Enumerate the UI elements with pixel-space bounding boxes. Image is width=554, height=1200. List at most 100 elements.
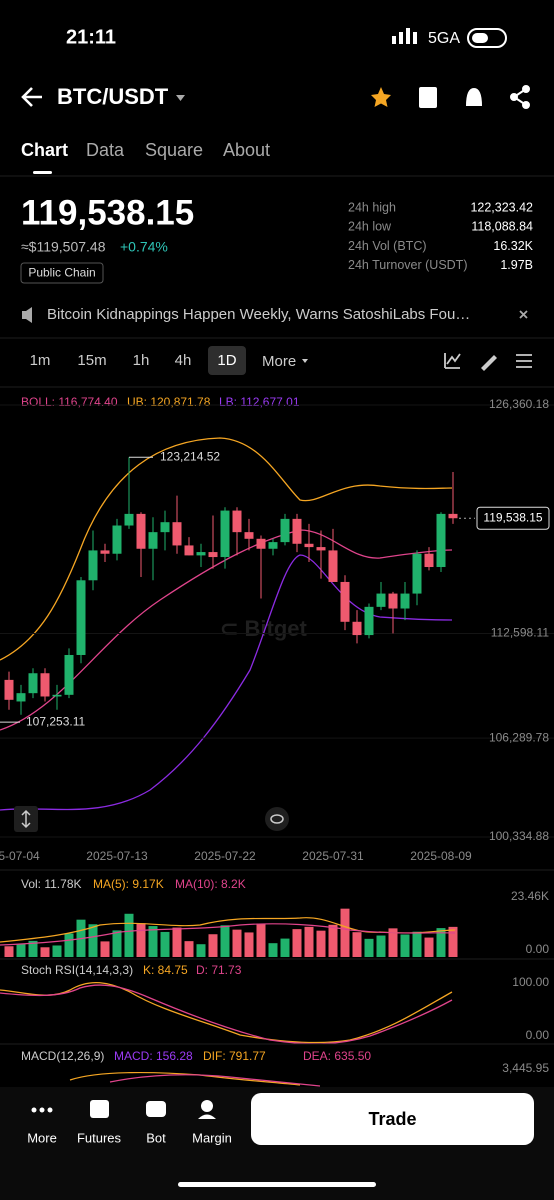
ub-label: UB: 120,871.78 [127, 395, 211, 409]
draw-icon[interactable] [481, 355, 497, 371]
volume-bar [376, 935, 386, 957]
x-tick-label: 2025-08-09 [410, 849, 472, 863]
vol-ma10 [0, 923, 456, 946]
candle-body [148, 532, 158, 549]
macd-tick: 3,445.95 [502, 1061, 549, 1075]
tab-indicator [33, 171, 52, 174]
candle-body [88, 550, 98, 581]
stat-value: 122,323.42 [470, 200, 533, 214]
stat-value: 118,088.84 [471, 220, 533, 234]
volume-bar [112, 930, 122, 957]
stoch-k: K: 84.75 [143, 963, 188, 977]
watermark: ⊂ Bitget [220, 616, 308, 641]
nav-label[interactable]: Bot [146, 1130, 166, 1145]
volume-bar [16, 943, 26, 957]
macd-value: MACD: 156.28 [114, 1049, 193, 1063]
volume-bar [100, 941, 110, 957]
alert-icon[interactable] [466, 88, 482, 106]
candle-body [184, 545, 194, 556]
usd-price: ≈$119,507.48 [21, 239, 106, 255]
chart-type-icon[interactable] [444, 353, 461, 369]
annotation: 123,214.52 [160, 449, 220, 463]
close-news[interactable] [519, 310, 528, 319]
y-tick-label: 126,360.18 [489, 397, 549, 411]
more-icon[interactable] [31, 1107, 53, 1113]
candle-body [136, 513, 146, 549]
visibility-button[interactable] [265, 807, 289, 831]
y-tick-label: 106,289.78 [489, 730, 549, 744]
trade-button[interactable] [251, 1093, 534, 1145]
nav-label[interactable]: Futures [77, 1130, 122, 1145]
macd-dif: DIF: 791.77 [203, 1049, 266, 1063]
interval[interactable]: 1m [30, 352, 51, 369]
pair-title[interactable]: BTC/USDT [57, 84, 169, 109]
vol-tick-label: 0.00 [526, 942, 550, 956]
stat-label: 24h high [348, 200, 396, 214]
interval[interactable]: 15m [77, 352, 106, 369]
volume-bar [184, 941, 194, 957]
stat-value: 16.32K [493, 239, 533, 253]
volume-bar [256, 923, 266, 957]
badge [20, 262, 104, 284]
nav-label[interactable]: Margin [192, 1130, 232, 1145]
interval[interactable]: 1D [217, 352, 236, 369]
stat-label: 24h low [348, 220, 392, 234]
candle-body [100, 550, 110, 554]
candle-body [76, 580, 86, 655]
candle-body [292, 518, 302, 544]
interval[interactable]: 1h [133, 352, 150, 369]
tab[interactable]: Chart [21, 140, 68, 160]
volume-bar [268, 943, 278, 957]
more-caret[interactable] [302, 359, 308, 363]
candle-body [160, 522, 170, 533]
candle-body [124, 513, 134, 526]
volume-bar [292, 929, 302, 957]
favorite-icon[interactable] [371, 87, 391, 107]
candle-body [424, 553, 434, 568]
badge-text: Public Chain [28, 266, 95, 280]
bot-icon[interactable] [146, 1101, 166, 1117]
candle-body [4, 679, 14, 700]
volume-bar [88, 924, 98, 957]
candle-body [268, 542, 278, 549]
interval[interactable]: 4h [175, 352, 192, 369]
volume-bar [232, 929, 242, 957]
candle-body [280, 518, 290, 543]
stoch-label: Stoch RSI(14,14,3,3) [21, 963, 133, 977]
tab[interactable]: Square [145, 140, 203, 160]
volume-bar [304, 926, 314, 957]
stoch-tick-label: 0.00 [526, 1028, 550, 1042]
settings-icon[interactable] [516, 354, 532, 368]
trade-label[interactable]: Trade [368, 1109, 416, 1129]
margin-icon-body[interactable] [198, 1114, 216, 1120]
tab[interactable]: About [223, 140, 270, 160]
boll-lower [0, 554, 453, 811]
battery-level [472, 33, 488, 43]
candle-body [436, 513, 446, 568]
volume-bar [28, 940, 38, 957]
volume-bar [172, 927, 182, 957]
margin-icon[interactable] [201, 1100, 213, 1112]
back-button[interactable] [21, 87, 42, 107]
share-icon[interactable] [510, 85, 530, 109]
candle-body [388, 593, 398, 609]
stoch-d-line [0, 984, 453, 1045]
volume-bar [196, 944, 206, 957]
macd-dea-line [109, 1074, 321, 1087]
macd-dea: DEA: 635.50 [303, 1049, 371, 1063]
interval[interactable]: More [262, 353, 296, 370]
notes-icon[interactable] [419, 87, 437, 108]
signal-icon [392, 28, 417, 44]
news-text[interactable]: Bitcoin Kidnappings Happen Weekly, Warns… [47, 306, 470, 323]
volume-bar [220, 925, 230, 957]
ma5-label: MA(5): 9.17K [93, 877, 164, 891]
nav-label[interactable]: More [27, 1130, 57, 1145]
boll-upper [0, 437, 453, 661]
candle-body [64, 654, 74, 695]
pair-caret[interactable] [176, 95, 185, 101]
y-tick-label: 112,598.11 [491, 626, 550, 640]
futures-icon[interactable] [90, 1100, 109, 1118]
vol-tick-label: 23.46K [511, 889, 549, 903]
stat-value: 1.97B [500, 258, 533, 272]
tab[interactable]: Data [86, 140, 125, 160]
